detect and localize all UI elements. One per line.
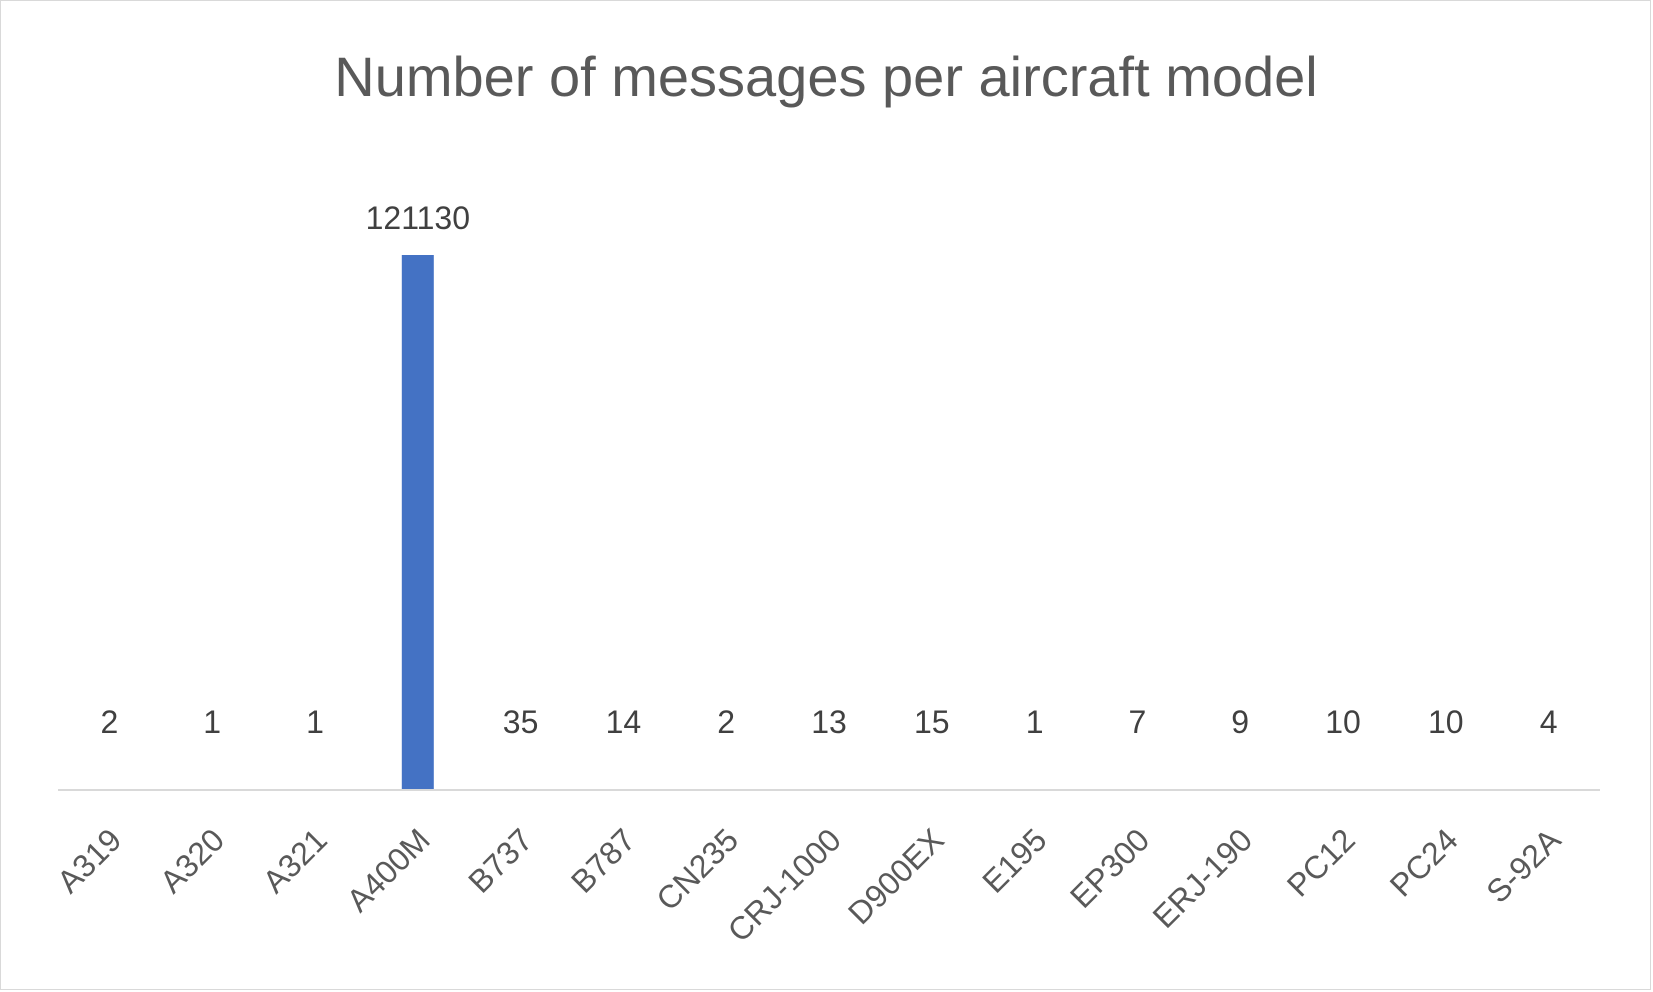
tick-label-a321: A321 [256,821,334,899]
tick-label-s-92a: S-92A [1479,821,1568,910]
chart-title: Number of messages per aircraft model [334,45,1318,108]
data-label-b787: 14 [606,704,642,740]
data-label-a319: 2 [101,704,119,740]
data-label-d900ex: 15 [914,704,950,740]
tick-label-a400m: A400M [340,821,437,918]
tick-label-crj-1000: CRJ-1000 [721,821,848,948]
data-label-a400m: 121130 [366,200,470,236]
data-label-pc12: 10 [1325,704,1361,740]
bar-a400m [401,255,434,790]
tick-label-cn235: CN235 [649,821,745,917]
data-label-a320: 1 [203,704,221,740]
tick-label-pc24: PC24 [1383,821,1465,903]
data-label-ep300: 7 [1129,704,1147,740]
tick-label-a320: A320 [153,821,231,899]
tick-label-a319: A319 [50,821,128,899]
data-label-cn235: 2 [717,704,735,740]
tick-label-b737: B737 [461,821,539,899]
data-label-crj-1000: 13 [811,704,847,740]
tick-labels-group: A319 A320 A321 A400M B737 B787 CN235CRJ-1000D9… [50,821,1568,949]
tick-label-pc12: PC12 [1280,821,1362,903]
data-label-pc24: 10 [1428,704,1464,740]
bars-group [93,255,1565,790]
tick-label-ep300: EP300 [1063,821,1156,914]
data-label-a321: 1 [306,704,324,740]
data-label-e195: 1 [1026,704,1044,740]
tick-label-e195: E195 [975,821,1053,899]
data-label-erj-190: 9 [1231,704,1249,740]
tick-label-erj-190: ERJ-190 [1146,821,1259,934]
tick-label-b787: B787 [564,821,642,899]
data-label-b737: 35 [503,704,539,740]
tick-label-d900ex: D900EX [841,821,951,931]
data-label-s-92a: 4 [1540,704,1558,740]
